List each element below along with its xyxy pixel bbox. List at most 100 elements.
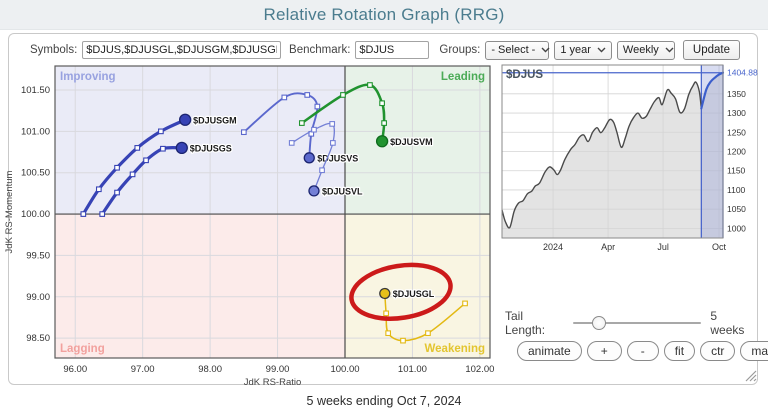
symbol-label: $DJUSVM [390,137,433,147]
symbols-label: Symbols: [30,44,78,56]
groups-label: Groups: [439,44,481,56]
symbol-marker[interactable] [179,113,192,126]
recent-weeks-highlight [701,65,723,238]
frequency-select[interactable]: Weekly [616,40,675,60]
resize-handle-icon[interactable] [744,369,758,383]
frequency-select-value: Weekly [622,44,659,56]
tail-point [462,300,468,307]
chevron-down-icon [597,47,606,53]
tail-point [99,211,106,217]
quadrant-weakening [345,214,490,358]
svg-text:102.00: 102.00 [465,364,494,375]
tail-point [383,310,389,317]
svg-text:Apr: Apr [601,242,615,252]
svg-text:1050: 1050 [727,204,746,214]
svg-text:Oct: Oct [712,242,727,252]
symbols-input[interactable] [82,41,282,59]
svg-text:Jul: Jul [657,242,669,252]
tail-point [240,129,247,136]
svg-text:1200: 1200 [727,147,746,157]
svg-text:101.00: 101.00 [398,364,427,375]
rrg-series-$DJUSVL[interactable]: $DJUSVL [288,121,364,198]
svg-text:99.50: 99.50 [26,250,50,261]
rrg-button-max[interactable]: max [740,341,768,361]
svg-text:98.00: 98.00 [198,364,222,375]
tail-point [381,120,387,126]
symbol-label: $DJUSVS [317,153,358,163]
rrg-button-animate[interactable]: animate [517,341,582,361]
tail-point [367,82,373,88]
chevron-down-icon [541,47,550,53]
svg-text:99.00: 99.00 [266,364,290,375]
tail-point [319,167,325,174]
tail-length-slider[interactable] [573,315,702,331]
groups-select-value: - Select - [491,44,536,56]
chevron-down-icon [665,47,674,53]
tail-point [114,189,120,196]
tail-point [288,140,295,146]
rrg-series-$DJUSGL[interactable]: $DJUSGL [379,287,468,344]
highlight-ellipse-annotation [349,262,453,321]
quadrant-label-leading: Leading [441,71,485,83]
price-panel-symbol: $DJUS [506,69,543,81]
tail-point [330,140,336,146]
rrg-button-fit[interactable]: fit [663,341,696,361]
quadrant-leading [345,66,490,215]
symbol-marker[interactable] [175,141,188,155]
tail-point [281,94,288,101]
symbol-label: $DJUSGS [190,143,232,153]
rrg-series-$DJUSGS[interactable]: $DJUSGS [99,141,233,217]
tail-point [95,186,102,193]
chart-buttons-row: animate+-fitctrmax [517,341,768,361]
rrg-series-$DJUSVS[interactable]: $DJUSVS [240,92,360,165]
svg-text:96.00: 96.00 [63,364,87,375]
rrg-button-plus[interactable]: + [586,341,622,361]
symbol-marker[interactable] [375,135,389,148]
symbol-marker[interactable] [303,152,315,164]
svg-text:100.00: 100.00 [21,209,50,220]
tail-point [158,128,164,135]
tail-length-label: Tail Length: [505,309,546,337]
tail-length-value: 5 weeks [710,309,745,337]
svg-text:99.00: 99.00 [26,292,50,303]
rrg-series-$DJUSGM[interactable]: $DJUSGM [80,113,238,217]
rrg-button-minus[interactable]: - [626,341,659,361]
chart-caption: 5 weeks ending Oct 7, 2024 [306,394,462,408]
benchmark-input[interactable] [355,41,430,59]
slider-track[interactable] [573,322,702,324]
svg-text:1250: 1250 [727,127,746,137]
tail-length-row: Tail Length: 5 weeks [505,309,753,337]
controls-bar: Symbols: Benchmark: Groups: - Select - 1… [30,39,740,61]
benchmark-label: Benchmark: [289,44,351,56]
y-axis-title: JdK RS-Momentum [4,170,15,253]
groups-select[interactable]: - Select - [485,40,550,60]
tail-point [143,157,149,164]
svg-text:2024: 2024 [543,242,563,252]
quadrant-lagging [55,214,345,358]
price-chart: 1000 1050 1100 1150 1200 1250 1300 1350 1404.88 2… [501,64,758,252]
tail-point [114,164,120,171]
tail-point [129,171,136,178]
slider-knob[interactable] [592,316,607,330]
period-select-value: 1 year [560,44,591,56]
svg-text:100.50: 100.50 [21,168,50,179]
svg-text:98.50: 98.50 [26,333,50,344]
tail-point [304,92,311,98]
rrg-button-ctr[interactable]: ctr [700,341,736,361]
svg-text:1300: 1300 [727,108,746,118]
symbol-marker[interactable] [379,287,391,300]
tail-point [379,100,385,107]
update-button[interactable]: Update [682,40,740,60]
rrg-series-$DJUSVM[interactable]: $DJUSVM [298,82,434,148]
symbol-marker[interactable] [308,185,320,197]
svg-text:101.00: 101.00 [21,126,50,137]
period-select[interactable]: 1 year [554,40,612,60]
quadrant-label-improving: Improving [60,71,116,83]
symbol-label: $DJUSVL [322,186,363,196]
svg-text:1350: 1350 [727,89,746,99]
symbol-label: $DJUSGL [393,289,435,299]
tail-point [425,330,431,337]
svg-text:1000: 1000 [727,223,746,233]
tail-point [134,145,141,151]
